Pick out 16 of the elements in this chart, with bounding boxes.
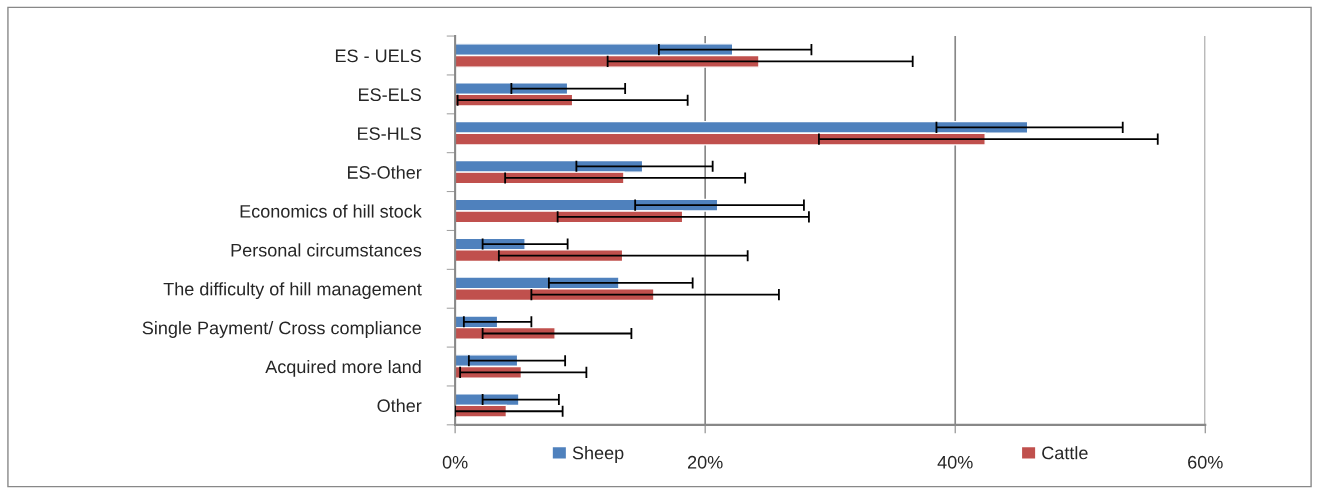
y-tick-label: ES-Other [348,165,422,179]
x-tick-label: 20% [688,455,723,469]
y-tick-label: Economics of hill stock [240,204,422,218]
y-tick-label: ES-ELS [359,88,421,102]
x-tick-label: 0% [442,455,468,469]
legend-label: Sheep [572,446,624,463]
legend-label: Cattle [1042,446,1088,460]
y-tick-label: The difficulty of hill management [163,282,422,300]
y-tick-label: Personal circumstances [231,243,422,257]
y-tick-label: Other [377,398,422,413]
y-tick-label: ES - UELS [335,49,421,63]
x-tick-label: 60% [1188,455,1223,469]
x-tick-label: 40% [937,455,973,469]
y-tick-label: Acquired more land [265,359,421,377]
y-tick-label: ES-HLS [358,127,421,140]
y-tick-label: Single Payment/ Cross compliance [142,321,421,338]
